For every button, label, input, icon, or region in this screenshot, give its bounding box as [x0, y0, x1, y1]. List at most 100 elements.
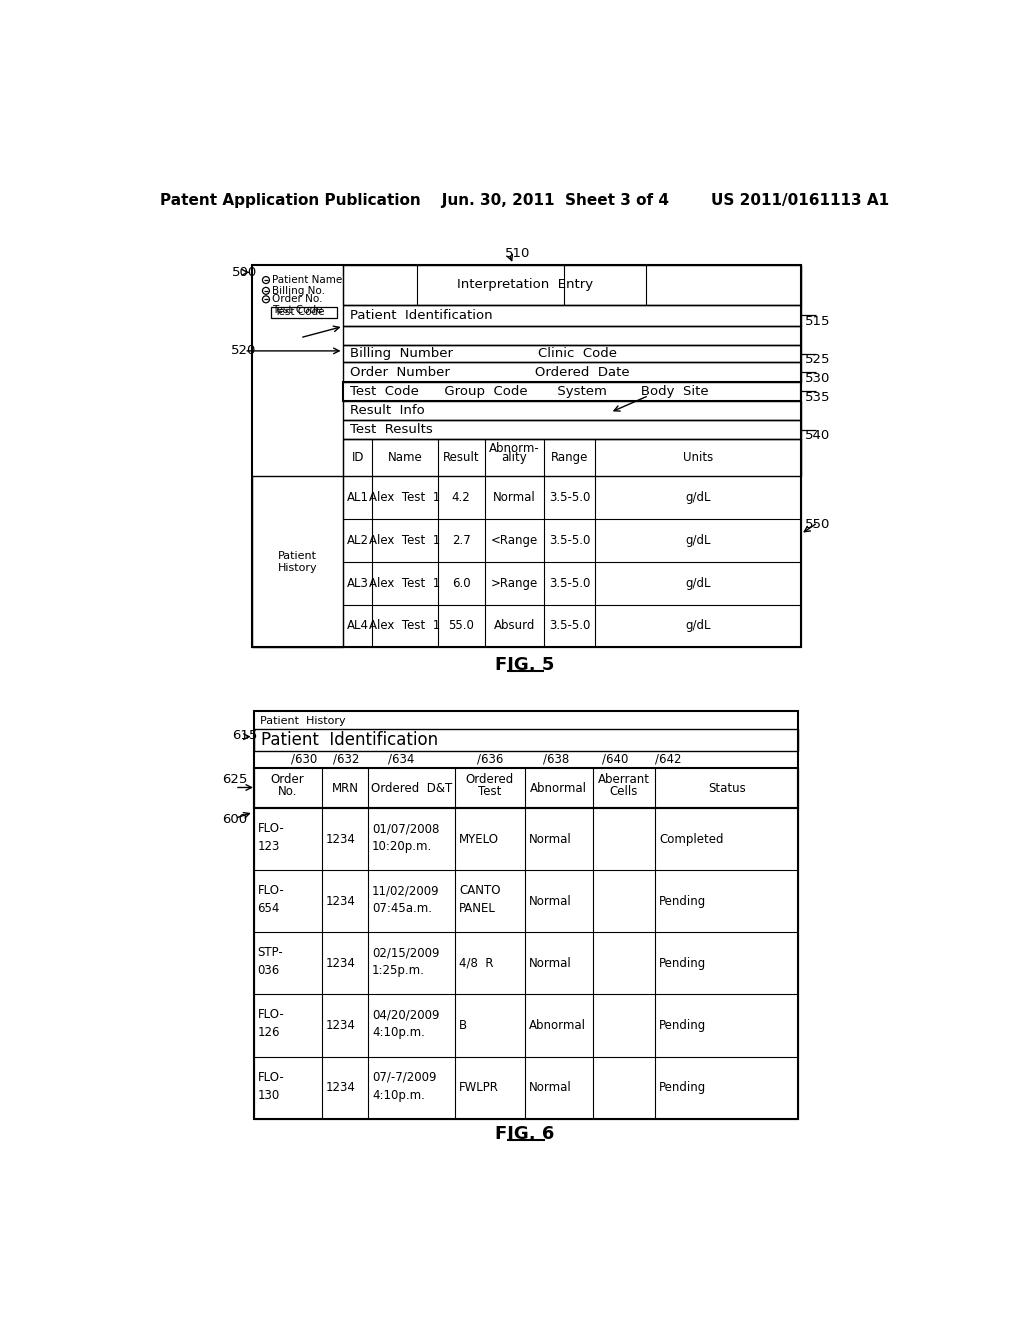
- Text: Alex  Test  1: Alex Test 1: [370, 619, 440, 632]
- Text: 11/02/2009: 11/02/2009: [372, 884, 439, 898]
- Text: 4.2: 4.2: [452, 491, 471, 504]
- Bar: [343, 264, 801, 305]
- Text: Test: Test: [478, 785, 502, 797]
- Text: /632: /632: [334, 752, 359, 766]
- Bar: [254, 729, 799, 751]
- Text: No.: No.: [278, 785, 297, 797]
- Text: Result: Result: [443, 451, 479, 465]
- Text: 036: 036: [257, 965, 280, 977]
- Text: /634: /634: [388, 752, 414, 766]
- Text: Patient Name: Patient Name: [272, 275, 342, 285]
- Text: 510: 510: [506, 247, 530, 260]
- Text: Pending: Pending: [658, 1081, 707, 1094]
- Text: Pending: Pending: [658, 895, 707, 908]
- Text: AL4: AL4: [347, 619, 369, 632]
- Bar: [254, 768, 799, 808]
- Text: Units: Units: [683, 451, 713, 465]
- Bar: [343, 381, 801, 401]
- Bar: [343, 326, 801, 345]
- Bar: [343, 401, 801, 420]
- Text: Range: Range: [551, 451, 588, 465]
- Text: Patent Application Publication    Jun. 30, 2011  Sheet 3 of 4        US 2011/016: Patent Application Publication Jun. 30, …: [160, 193, 890, 209]
- Text: 126: 126: [257, 1027, 280, 1039]
- Text: g/dL: g/dL: [685, 491, 711, 504]
- Bar: [343, 440, 801, 477]
- Text: Test  Results: Test Results: [349, 424, 432, 437]
- Text: 1234: 1234: [326, 957, 355, 970]
- Text: Name: Name: [388, 451, 423, 465]
- Text: Order  Number                    Ordered  Date: Order Number Ordered Date: [349, 366, 630, 379]
- Text: 3.5-5.0: 3.5-5.0: [549, 535, 590, 546]
- Text: Patient  Identification: Patient Identification: [261, 731, 438, 750]
- Bar: [343, 363, 801, 381]
- Text: Billing  Number                    Clinic  Code: Billing Number Clinic Code: [349, 347, 616, 360]
- Text: History: History: [278, 564, 317, 573]
- Text: 3.5-5.0: 3.5-5.0: [549, 491, 590, 504]
- Text: Alex  Test  1: Alex Test 1: [370, 577, 440, 590]
- Text: MYELO: MYELO: [459, 833, 499, 846]
- Text: 04/20/2009: 04/20/2009: [372, 1008, 439, 1022]
- Text: FWLPR: FWLPR: [459, 1081, 499, 1094]
- Text: 3.5-5.0: 3.5-5.0: [549, 577, 590, 590]
- Text: g/dL: g/dL: [685, 619, 711, 632]
- Text: 550: 550: [805, 517, 830, 531]
- Text: Billing No.: Billing No.: [272, 286, 326, 296]
- Bar: [343, 420, 801, 440]
- Text: 540: 540: [805, 429, 830, 442]
- Text: FIG. 6: FIG. 6: [496, 1125, 554, 1143]
- Text: Pending: Pending: [658, 957, 707, 970]
- Text: >Range: >Range: [490, 577, 538, 590]
- Text: Ordered  D&T: Ordered D&T: [371, 781, 453, 795]
- Bar: [254, 711, 799, 1118]
- Text: <Range: <Range: [490, 535, 538, 546]
- Text: 6.0: 6.0: [452, 577, 471, 590]
- Text: 1234: 1234: [326, 833, 355, 846]
- Text: ality: ality: [502, 451, 527, 465]
- Text: 02/15/2009: 02/15/2009: [372, 946, 439, 960]
- Text: 615: 615: [231, 729, 257, 742]
- Text: 535: 535: [805, 391, 830, 404]
- Text: Completed: Completed: [658, 833, 723, 846]
- Text: 07:45a.m.: 07:45a.m.: [372, 903, 432, 915]
- Text: 1:25p.m.: 1:25p.m.: [372, 965, 425, 977]
- Text: /640: /640: [602, 752, 629, 766]
- Text: 123: 123: [257, 841, 280, 853]
- Text: AL3: AL3: [347, 577, 369, 590]
- Text: ID: ID: [351, 451, 365, 465]
- Text: FLO-: FLO-: [257, 1008, 285, 1022]
- Text: 2.7: 2.7: [452, 535, 471, 546]
- Text: CANTO: CANTO: [459, 884, 501, 898]
- Text: Pending: Pending: [658, 1019, 707, 1032]
- Text: FLO-: FLO-: [257, 884, 285, 898]
- Text: Abnorm-: Abnorm-: [489, 442, 540, 455]
- Text: 530: 530: [805, 372, 830, 384]
- Text: Aberrant: Aberrant: [598, 774, 650, 787]
- Bar: [252, 265, 801, 647]
- Text: Test Code: Test Code: [273, 308, 325, 317]
- Text: Status: Status: [708, 781, 745, 795]
- Text: Normal: Normal: [528, 957, 571, 970]
- Text: Ordered: Ordered: [466, 774, 514, 787]
- Text: Patient: Patient: [279, 550, 317, 561]
- Text: g/dL: g/dL: [685, 535, 711, 546]
- Text: MRN: MRN: [332, 781, 358, 795]
- Text: 1234: 1234: [326, 895, 355, 908]
- Text: 600: 600: [222, 813, 248, 826]
- Bar: [252, 477, 343, 647]
- Text: 520: 520: [231, 345, 256, 358]
- Text: Result  Info: Result Info: [349, 404, 424, 417]
- Bar: [343, 305, 801, 326]
- Text: /638: /638: [543, 752, 569, 766]
- Bar: [271, 308, 337, 318]
- Text: STP-: STP-: [257, 946, 284, 960]
- Text: Normal: Normal: [528, 833, 571, 846]
- Text: Patient  Identification: Patient Identification: [349, 309, 493, 322]
- Text: AL2: AL2: [347, 535, 369, 546]
- Text: 1234: 1234: [326, 1019, 355, 1032]
- Text: Absurd: Absurd: [494, 619, 535, 632]
- Text: 625: 625: [222, 774, 248, 787]
- Bar: [343, 345, 801, 363]
- Text: 01/07/2008: 01/07/2008: [372, 822, 439, 836]
- Text: 654: 654: [257, 903, 280, 915]
- Text: 515: 515: [805, 315, 830, 329]
